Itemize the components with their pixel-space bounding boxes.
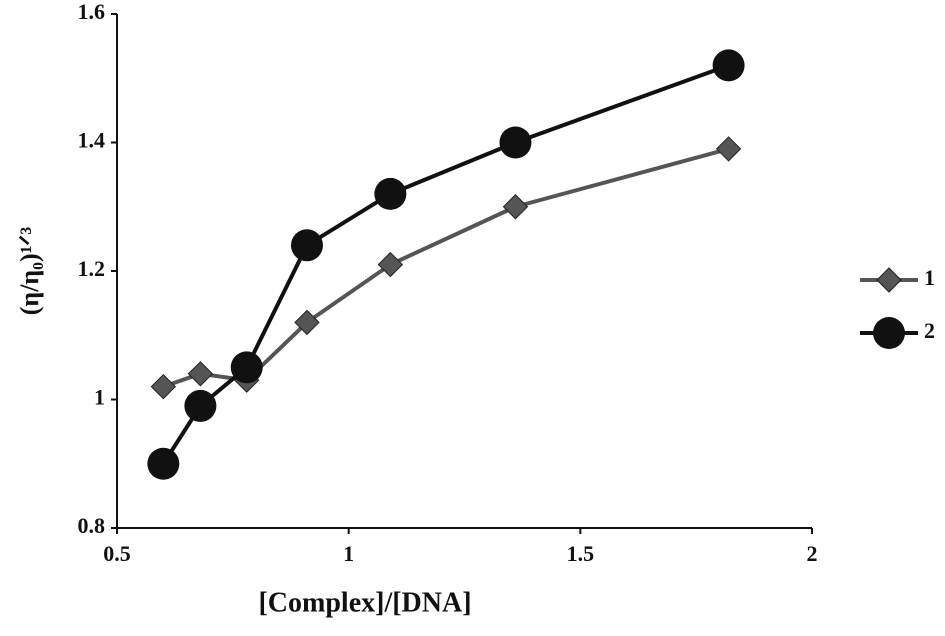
y-tick-label: 1.6 [78,0,106,24]
y-tick-label: 1 [94,385,105,410]
data-point [377,251,404,278]
data-point [150,373,177,400]
legend-marker [876,267,902,293]
x-tick-label: 2 [807,541,818,566]
data-point [147,447,180,480]
data-point [499,126,532,159]
x-tick-label: 1 [343,541,354,566]
legend-marker [873,317,905,349]
data-point [290,229,323,262]
data-point [187,361,214,387]
legend-label: 1 [924,265,935,290]
y-tick-label: 0.8 [78,513,106,538]
x-axis-title: [Complex]/[DNA] [258,587,471,618]
series-line [161,63,730,465]
legend-label: 2 [924,318,935,343]
data-point [712,49,745,82]
y-tick-label: 1.2 [78,256,106,281]
x-tick-label: 0.5 [103,541,131,566]
data-point [502,194,529,220]
data-point [230,351,263,384]
data-point [294,309,320,336]
data-point [184,389,217,422]
y-axis-title: (η/η₀)¹ᐟ³ [15,227,44,316]
series-line [162,146,730,389]
data-point [715,136,742,162]
x-tick-label: 1.5 [567,541,595,566]
y-tick-label: 1.4 [78,128,106,153]
data-point [374,177,407,210]
